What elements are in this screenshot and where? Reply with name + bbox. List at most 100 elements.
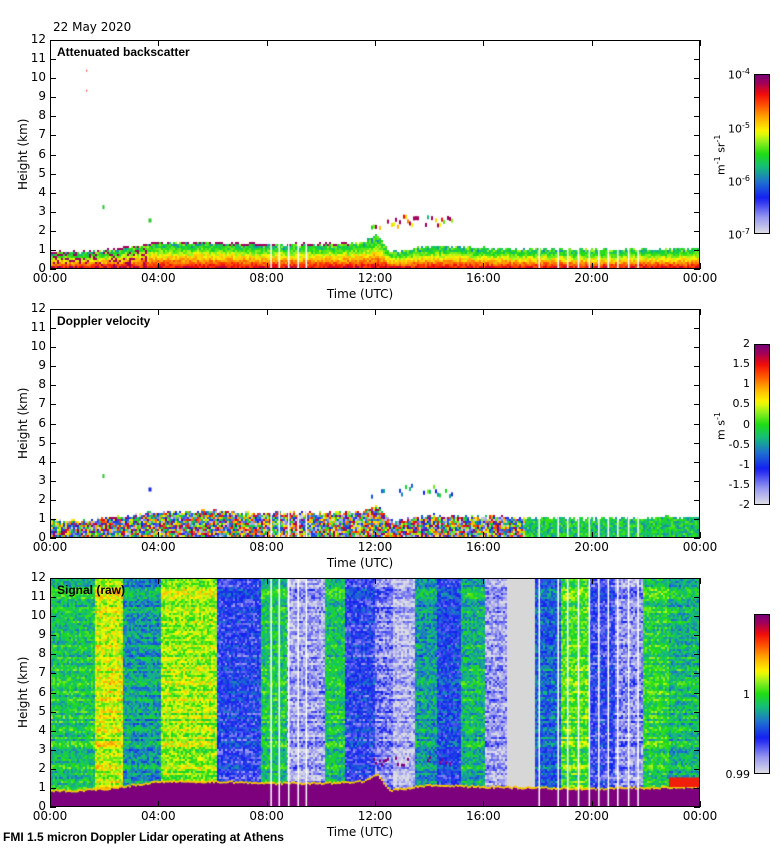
x-tick-mark xyxy=(266,801,268,807)
y-tick-label: 0 xyxy=(38,799,46,813)
y-tick-label: 1 xyxy=(38,241,46,256)
panel-title: Signal (raw) xyxy=(57,583,126,597)
y-tick-label: 11 xyxy=(30,51,46,66)
x-tick-mark xyxy=(158,532,160,538)
x-tick-mark xyxy=(483,532,485,538)
x-tick-mark xyxy=(483,801,485,807)
y-tick-label: 11 xyxy=(30,589,46,604)
colorbar-tick: -1 xyxy=(739,457,750,471)
y-tick-mark xyxy=(50,578,56,579)
y-tick-label: 10 xyxy=(30,608,46,623)
y-tick-mark xyxy=(694,538,700,539)
y-tick-mark xyxy=(50,597,56,599)
y-tick-mark xyxy=(50,461,56,463)
signal-heatmap xyxy=(51,579,699,806)
x-axis-label: Time (UTC) xyxy=(326,287,394,301)
y-tick-label: 0 xyxy=(38,530,46,544)
y-tick-mark xyxy=(694,404,700,406)
x-tick-label: 16:00 xyxy=(466,271,501,285)
plot-attenuated-backscatter: Attenuated backscatter xyxy=(50,40,700,269)
x-tick-mark xyxy=(591,309,593,315)
x-tick-mark xyxy=(266,309,268,315)
y-tick-mark xyxy=(694,578,700,579)
y-tick-mark xyxy=(694,78,700,80)
backscatter-heatmap xyxy=(51,41,699,268)
y-tick-mark xyxy=(694,597,700,599)
y-tick-mark xyxy=(50,347,56,349)
y-tick-mark xyxy=(694,518,700,520)
y-tick-mark xyxy=(50,116,56,118)
y-tick-mark xyxy=(50,366,56,368)
colorbar-tick: 1.5 xyxy=(732,357,751,371)
colorbar-backscatter xyxy=(754,74,770,234)
y-tick-mark xyxy=(694,249,700,251)
x-tick-mark xyxy=(375,263,376,269)
y-tick-mark xyxy=(50,59,56,61)
x-tick-mark xyxy=(591,532,593,538)
y-tick-mark xyxy=(50,711,56,713)
y-tick-label: 8 xyxy=(38,377,46,392)
x-tick-mark xyxy=(50,801,51,807)
x-tick-mark xyxy=(50,578,51,584)
y-tick-mark xyxy=(694,692,700,694)
y-axis-label: Height (km) xyxy=(16,387,30,459)
y-tick-mark xyxy=(694,211,700,213)
y-tick-label: 10 xyxy=(30,339,46,354)
y-tick-label: 9 xyxy=(38,89,46,104)
y-tick-mark xyxy=(50,692,56,694)
y-tick-label: 6 xyxy=(38,146,46,161)
y-tick-mark xyxy=(50,309,56,310)
x-tick-mark xyxy=(483,263,485,269)
colorbar-unit: m-1 sr-1 xyxy=(713,134,728,175)
colorbar-tick: 1 xyxy=(743,377,750,391)
y-tick-mark xyxy=(694,40,700,41)
y-tick-mark xyxy=(694,173,700,175)
colorbar-velocity xyxy=(754,344,770,505)
y-tick-label: 3 xyxy=(38,472,46,487)
y-tick-mark xyxy=(694,730,700,732)
y-tick-mark xyxy=(694,328,700,330)
x-tick-label: 00:00 xyxy=(682,271,718,285)
colorbar-tick: 10-6 xyxy=(728,174,750,189)
x-tick-mark xyxy=(483,578,485,584)
plot-doppler-velocity: Doppler velocity xyxy=(50,309,700,538)
y-tick-mark xyxy=(50,635,56,637)
colorbar-tick: -2 xyxy=(739,498,750,511)
x-tick-label: 20:00 xyxy=(574,540,609,554)
y-tick-mark xyxy=(694,366,700,368)
x-tick-mark xyxy=(700,309,701,315)
x-tick-mark xyxy=(700,40,701,46)
y-tick-mark xyxy=(694,654,700,656)
x-tick-label: 04:00 xyxy=(141,540,176,554)
panel-title: Attenuated backscatter xyxy=(57,45,190,59)
y-tick-label: 4 xyxy=(38,722,46,737)
y-tick-label: 10 xyxy=(30,70,46,85)
x-tick-mark xyxy=(483,309,485,315)
y-tick-mark xyxy=(694,616,700,618)
y-tick-label: 9 xyxy=(38,358,46,373)
y-tick-mark xyxy=(694,711,700,713)
y-tick-label: 9 xyxy=(38,627,46,642)
y-tick-mark xyxy=(694,230,700,232)
y-tick-mark xyxy=(50,442,56,444)
x-tick-label: 04:00 xyxy=(141,809,176,823)
y-tick-label: 6 xyxy=(38,684,46,699)
y-tick-mark xyxy=(50,787,56,789)
y-tick-mark xyxy=(694,499,700,501)
colorbar-tick: 1 xyxy=(743,688,750,701)
colorbar-tick: 10-4 xyxy=(728,67,750,82)
y-tick-label: 5 xyxy=(38,165,46,180)
x-tick-mark xyxy=(266,263,268,269)
colorbar-tick: 2 xyxy=(743,337,750,350)
footer-caption: FMI 1.5 micron Doppler Lidar operating a… xyxy=(3,830,284,844)
y-tick-mark xyxy=(694,385,700,387)
x-tick-mark xyxy=(158,40,160,46)
x-tick-mark xyxy=(158,263,160,269)
x-tick-mark xyxy=(375,309,376,315)
y-tick-mark xyxy=(694,135,700,137)
y-tick-label: 8 xyxy=(38,646,46,661)
x-tick-label: 16:00 xyxy=(466,540,501,554)
y-tick-mark xyxy=(50,480,56,482)
y-tick-label: 12 xyxy=(30,32,46,46)
panel-title: Doppler velocity xyxy=(57,314,151,328)
